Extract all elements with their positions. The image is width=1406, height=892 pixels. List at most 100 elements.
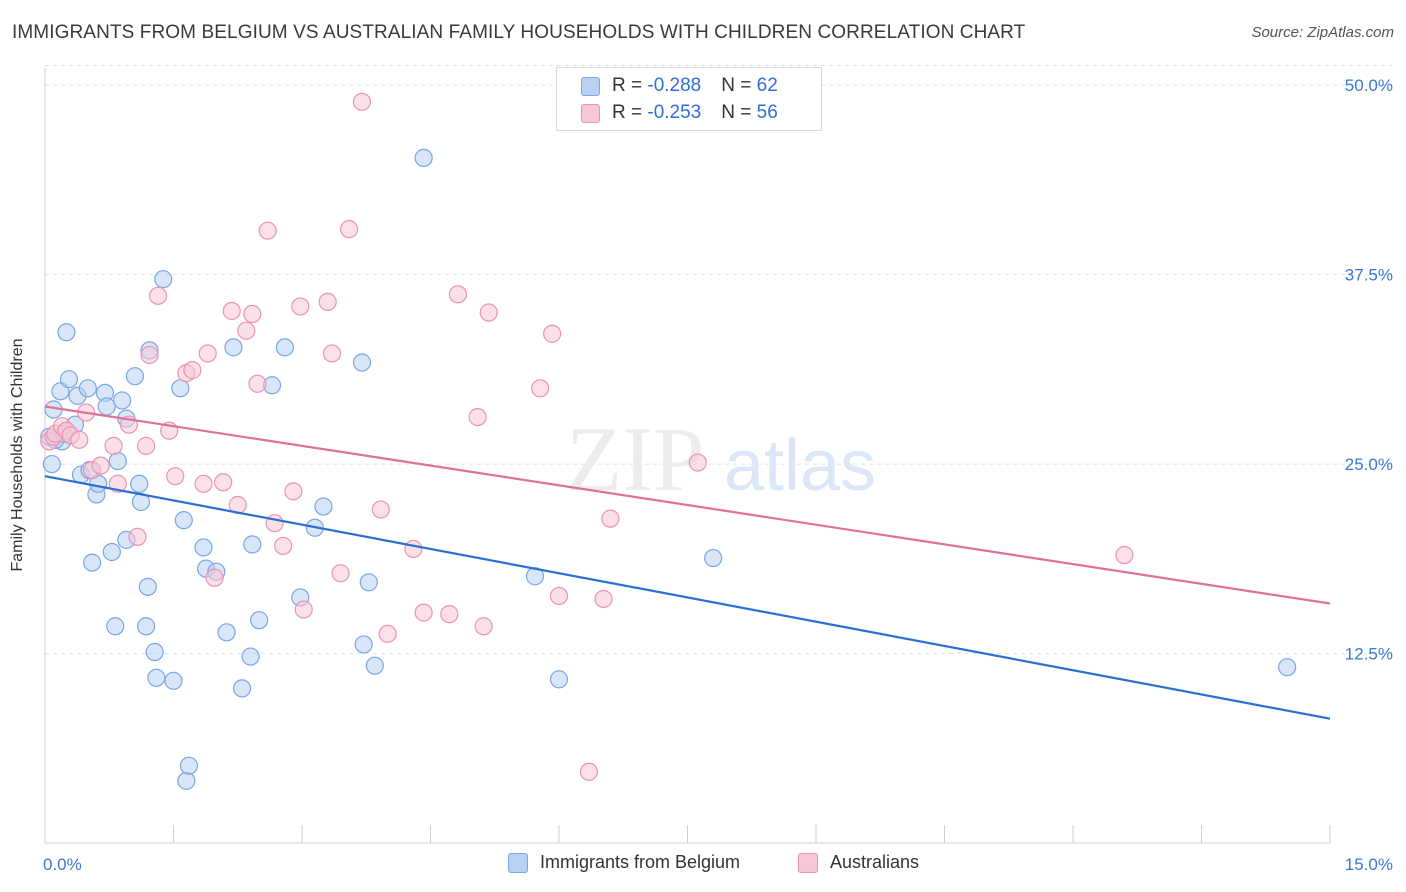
point-belgium <box>359 573 378 592</box>
point-australians <box>531 379 550 398</box>
legend-swatch-pink <box>798 852 818 873</box>
point-australians <box>222 301 241 321</box>
point-belgium <box>59 370 79 389</box>
point-belgium <box>136 617 156 636</box>
point-australians <box>378 624 397 643</box>
point-australians <box>549 586 569 606</box>
legend-swatch-blue <box>508 852 528 873</box>
legend-label-belgium: Immigrants from Belgium <box>540 852 741 872</box>
point-belgium <box>314 497 333 516</box>
point-belgium <box>177 771 196 790</box>
point-australians <box>265 514 284 533</box>
legend-swatch-pink <box>581 103 600 123</box>
legend-n-value: 62 <box>756 75 778 96</box>
point-australians <box>322 344 342 363</box>
legend-item-belgium: Immigrants from Belgium <box>508 852 740 873</box>
stats-legend: R = -0.288 N = 62 R = -0.253 N = 56 <box>556 67 822 131</box>
point-belgium <box>414 148 433 168</box>
point-belgium <box>108 451 127 471</box>
watermark-atlas: atlas <box>724 426 876 506</box>
point-australians <box>140 345 159 365</box>
legend-r-label: R = <box>612 102 648 123</box>
chart-title: IMMIGRANTS FROM BELGIUM VS AUSTRALIAN FA… <box>12 22 1026 43</box>
legend-label-australians: Australians <box>830 852 920 872</box>
point-australians <box>237 321 256 340</box>
point-australians <box>352 92 372 111</box>
point-australians <box>194 474 213 493</box>
point-belgium <box>174 511 193 530</box>
point-belgium <box>704 548 723 568</box>
point-belgium <box>106 617 125 636</box>
point-australians <box>479 303 498 322</box>
point-belgium <box>194 538 213 557</box>
tick-labels: 12.5% 25.0% 37.5% 50.0% 0.0% 15.0% <box>43 76 1393 874</box>
point-belgium <box>145 642 164 662</box>
x-tick-label-max: 15.0% <box>1345 855 1393 874</box>
y-tick-label: 37.5% <box>1345 266 1393 285</box>
point-belgium <box>250 611 269 630</box>
point-belgium <box>154 270 173 289</box>
y-tick-label: 12.5% <box>1345 645 1393 664</box>
point-belgium <box>130 474 149 493</box>
trend-lines <box>44 405 1331 720</box>
series-legend: Immigrants from Belgium Australians <box>0 852 1406 878</box>
point-australians <box>243 304 262 324</box>
point-australians <box>371 500 390 519</box>
legend-item-australians: Australians <box>798 852 919 873</box>
point-australians <box>448 285 468 304</box>
point-australians <box>104 436 123 455</box>
point-australians <box>183 361 202 380</box>
point-belgium <box>102 542 121 562</box>
legend-r-value: -0.253 <box>647 102 702 123</box>
point-belgium <box>1278 658 1297 677</box>
point-australians <box>468 407 487 427</box>
watermark: ZIP atlas <box>566 408 876 510</box>
point-australians <box>579 762 599 781</box>
point-belgium <box>365 656 384 675</box>
legend-r-label: R = <box>612 75 648 96</box>
data-points <box>40 92 1297 790</box>
point-belgium <box>83 553 102 572</box>
point-australians <box>1115 545 1134 565</box>
point-australians <box>258 221 277 240</box>
point-australians <box>214 473 233 492</box>
point-belgium <box>42 454 61 474</box>
gridlines <box>45 64 1392 655</box>
point-australians <box>601 509 620 528</box>
point-australians <box>340 220 359 239</box>
point-australians <box>128 527 147 546</box>
point-australians <box>414 603 433 622</box>
point-australians <box>136 436 156 455</box>
source-label: Source: ZipAtlas.com <box>1251 24 1394 41</box>
legend-n-label: N = <box>721 102 757 123</box>
point-belgium <box>241 647 260 666</box>
watermark-zip: ZIP <box>566 408 704 510</box>
point-australians <box>318 292 337 311</box>
point-australians <box>70 430 89 449</box>
point-belgium <box>179 756 199 775</box>
point-australians <box>148 286 168 305</box>
point-belgium <box>147 668 166 687</box>
point-belgium <box>112 391 132 410</box>
x-tick-label-min: 0.0% <box>43 855 82 874</box>
y-tick-label: 25.0% <box>1345 455 1393 474</box>
trend-line-belgium <box>44 475 1331 720</box>
point-belgium <box>275 338 294 357</box>
point-belgium <box>97 397 116 416</box>
point-australians <box>248 374 267 393</box>
legend-row-australians: R = -0.253 N = 56 <box>581 101 778 125</box>
legend-n-value: 56 <box>756 102 778 123</box>
point-belgium <box>78 379 97 398</box>
point-belgium <box>171 379 190 398</box>
point-australians <box>205 568 224 587</box>
axes <box>44 68 1331 844</box>
legend-swatch-blue <box>581 76 600 96</box>
point-belgium <box>125 367 145 386</box>
point-australians <box>440 605 459 624</box>
y-tick-label: 50.0% <box>1345 76 1393 95</box>
legend-r-value: -0.288 <box>647 75 702 96</box>
point-australians <box>594 589 613 609</box>
point-belgium <box>352 353 372 372</box>
point-belgium <box>354 635 373 654</box>
point-australians <box>688 453 707 472</box>
